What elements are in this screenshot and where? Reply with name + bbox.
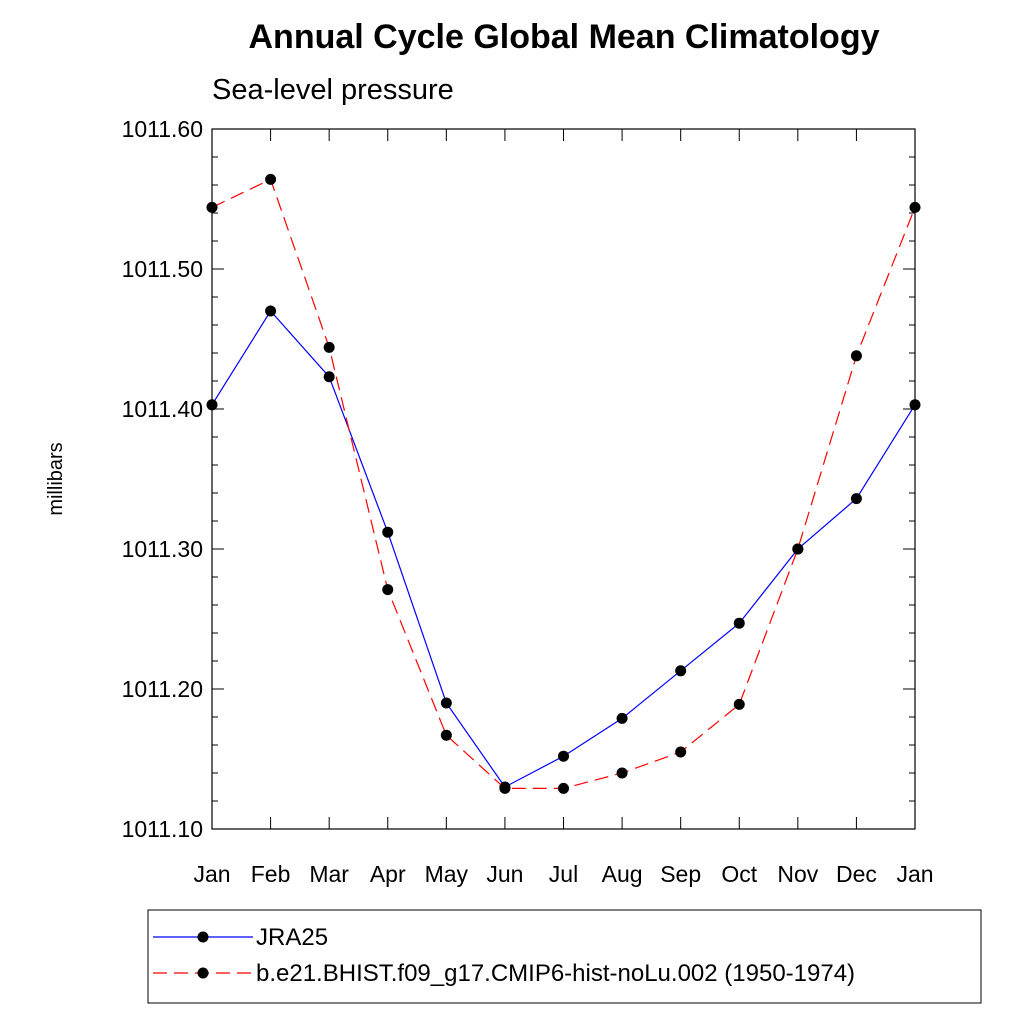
x-tick-label: Apr: [370, 861, 406, 887]
x-tick-label: Oct: [721, 861, 757, 887]
data-point: [440, 697, 452, 709]
x-tick-label: Jan: [193, 861, 230, 887]
x-tick-label: Nov: [777, 861, 818, 887]
x-tick-label: Aug: [602, 861, 643, 887]
series-1: [206, 173, 921, 794]
y-tick-label: 1011.50: [122, 256, 203, 282]
x-tick-label: Jan: [896, 861, 933, 887]
legend-marker: [197, 967, 209, 979]
data-point: [850, 493, 862, 505]
data-point: [616, 767, 628, 779]
data-point: [382, 526, 394, 538]
series-layer: [206, 173, 921, 794]
data-point: [909, 201, 921, 213]
data-point: [733, 617, 745, 629]
data-point: [558, 750, 569, 762]
y-axis-label: millibars: [45, 442, 67, 515]
y-tick-label: 1011.20: [122, 676, 203, 702]
data-point: [323, 341, 335, 353]
data-point: [499, 782, 511, 794]
y-tick-label: 1011.10: [122, 816, 203, 842]
data-point: [558, 782, 569, 794]
data-point: [733, 698, 745, 710]
data-point: [792, 543, 804, 555]
y-tick-label: 1011.40: [122, 396, 203, 422]
legend-label: b.e21.BHIST.f09_g17.CMIP6-hist-noLu.002 …: [256, 960, 855, 987]
x-tick-labels: Jan Feb Mar Apr May Jun Jul Aug Sep Oct Nov Dec Jan: [193, 861, 933, 887]
legend-entry-1: b.e21.BHIST.f09_g17.CMIP6-hist-noLu.002 …: [153, 960, 855, 987]
data-point: [265, 305, 277, 317]
x-tick-label: Dec: [836, 861, 877, 887]
y-tick-label: 1011.60: [122, 116, 203, 142]
series-line: [211, 178, 916, 790]
data-point: [382, 584, 394, 596]
chart-title: Annual Cycle Global Mean Climatology: [249, 18, 880, 56]
data-point: [675, 665, 687, 677]
x-tick-label: Sep: [660, 861, 701, 887]
data-point: [206, 201, 218, 213]
plot-frame: [211, 128, 916, 830]
legend-marker: [197, 931, 209, 943]
x-tick-label: Jun: [486, 861, 523, 887]
legend: JRA25 b.e21.BHIST.f09_g17.CMIP6-hist-noLu…: [147, 909, 982, 1004]
y-tick-label: 1011.30: [122, 536, 203, 562]
legend-entry-0: JRA25: [153, 924, 328, 951]
y-tick-labels: 1011.10 1011.20 1011.30 1011.40 1011.50 1011.…: [122, 116, 203, 842]
axis-ticks: [211, 128, 916, 830]
series-line: [211, 310, 916, 788]
x-tick-label: May: [425, 861, 469, 887]
data-point: [850, 350, 862, 362]
series-0: [206, 305, 921, 793]
legend-frame: [147, 909, 982, 1004]
x-tick-label: Feb: [251, 861, 291, 887]
legend-entries: JRA25 b.e21.BHIST.f09_g17.CMIP6-hist-noLu…: [153, 924, 855, 987]
data-point: [675, 746, 687, 758]
legend-label: JRA25: [256, 924, 328, 951]
data-point: [323, 371, 335, 383]
data-point: [440, 729, 452, 741]
x-tick-label: Mar: [309, 861, 349, 887]
data-point: [206, 399, 218, 411]
x-tick-label: Jul: [549, 861, 578, 887]
data-point: [265, 173, 277, 185]
chart-subtitle: Sea-level pressure: [212, 74, 454, 106]
data-point: [616, 712, 628, 724]
data-point: [909, 399, 921, 411]
